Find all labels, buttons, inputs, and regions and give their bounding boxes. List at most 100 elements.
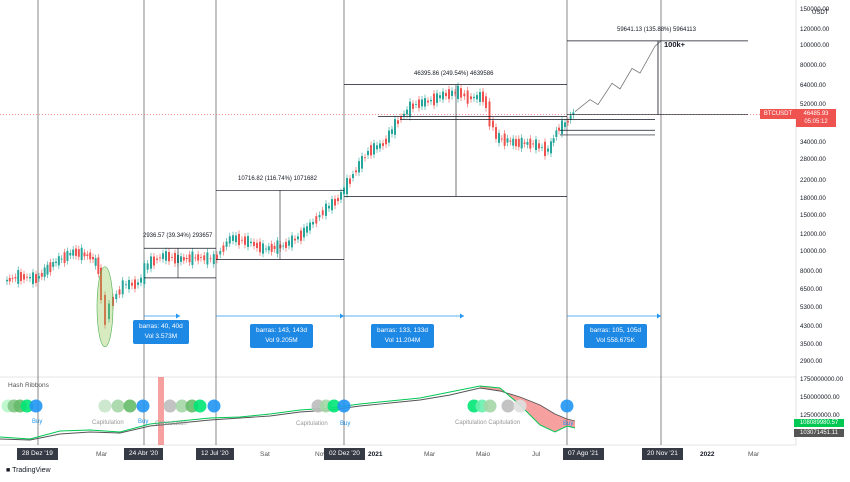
candle-body [23,274,25,280]
candle-body [315,216,318,224]
projection-path [574,40,662,113]
xtag-1: 28 Dez '19 [17,448,58,460]
signal-dot [207,399,221,413]
signal-dot [337,399,351,413]
candle-body [244,236,246,245]
candle-body [180,256,182,262]
candle-body [482,91,484,102]
candle-body [517,138,520,147]
signal-dot [501,399,515,413]
candle-body [97,257,100,274]
range-box-3[interactable]: barras: 133, 133d Vol 11.204M [371,324,434,348]
candle-body [17,270,20,284]
range-box-1[interactable]: barras: 40, 40d Vol 3.573M [133,320,189,344]
candle-body [334,198,336,206]
candle-body [436,93,438,103]
candle-body [55,261,57,264]
indicator-title[interactable]: Hash Ribbons [8,382,49,389]
candle-body [60,258,63,260]
candle-body [454,92,456,94]
candle-body [29,276,31,279]
candle-body [552,138,555,143]
candle-body [569,115,572,120]
candle-body [300,230,302,241]
candle-body [57,256,60,266]
candle-body [134,279,136,289]
candle-body [312,221,314,225]
candle-body [188,254,191,263]
capitulation-bar [158,377,164,445]
x-tick-label: Jul [532,451,541,458]
candle-body [532,143,535,145]
y-tick-label: 52000.00 [800,100,826,108]
candle-body [212,254,215,265]
range-box-4[interactable]: barras: 105, 105d Vol 558.675K [584,324,647,348]
candle-body [325,203,327,216]
candle-body [121,280,124,295]
signal-dot [483,399,497,413]
candle-body [564,122,566,128]
logo-icon: ■ [6,467,11,474]
candle-body [294,238,296,241]
candle-body [463,93,466,97]
candle-body [100,267,102,301]
tradingview-logo[interactable]: ■ TradingView [6,467,51,474]
candle-body [355,170,357,173]
indicator-axis-1: 1750000000.00 [800,376,844,383]
signal-dot [20,399,34,413]
target-label: 100k+ [664,40,686,49]
candle-body [451,90,453,96]
candle-body [498,133,500,143]
last-price-value: 46485.93 05:05:12 [796,109,836,127]
candle-body [572,112,575,116]
y-tick-label: 3500.00 [800,341,823,349]
range-arrow-head [460,313,464,319]
y-tick-label: 28000.00 [800,155,826,163]
candle-body [108,303,110,320]
indicator-value-gray: 103071451.11 [794,429,844,437]
x-tick-label: Mar [96,451,108,458]
candle-body [535,139,537,150]
candle-body [303,227,305,238]
candle-body [306,226,308,233]
candle-body [143,263,146,285]
candle-body [104,294,106,325]
signal-dot [136,399,150,413]
candle-body [349,178,351,184]
candle-body [225,241,228,247]
candle-body [506,138,509,143]
candle-body [150,256,152,269]
y-tick-label: 6500.00 [800,286,823,294]
signal-dot [111,399,125,413]
y-tick-label: 34000.00 [800,138,826,146]
candle-body [538,143,540,149]
range-box-2[interactable]: barras: 143, 143d Vol 9.205M [250,324,313,348]
candle-body [267,246,270,251]
capitulation-fill [480,386,575,432]
candle-body [382,143,384,146]
candle-body [343,187,345,195]
y-tick-label: 2900.00 [800,358,823,366]
signal-dot [29,399,43,413]
candle-body [500,138,503,140]
candle-body [297,236,299,240]
candle-body [291,235,293,248]
candle-body [529,138,532,149]
candle-body [89,252,92,260]
candle-body [273,245,276,249]
candle-body [32,272,34,285]
candle-body [470,96,472,100]
candle-body [115,293,118,300]
candle-body [385,138,387,145]
hash-rate-slow [0,387,576,441]
candle-body [376,145,378,150]
candle-body [388,130,390,143]
candle-body [424,98,426,107]
candle-body [247,236,249,247]
candle-body [131,282,133,286]
candle-body [433,93,435,106]
candle-body [38,276,40,279]
candle-body [328,205,330,209]
candle-body [373,143,375,155]
